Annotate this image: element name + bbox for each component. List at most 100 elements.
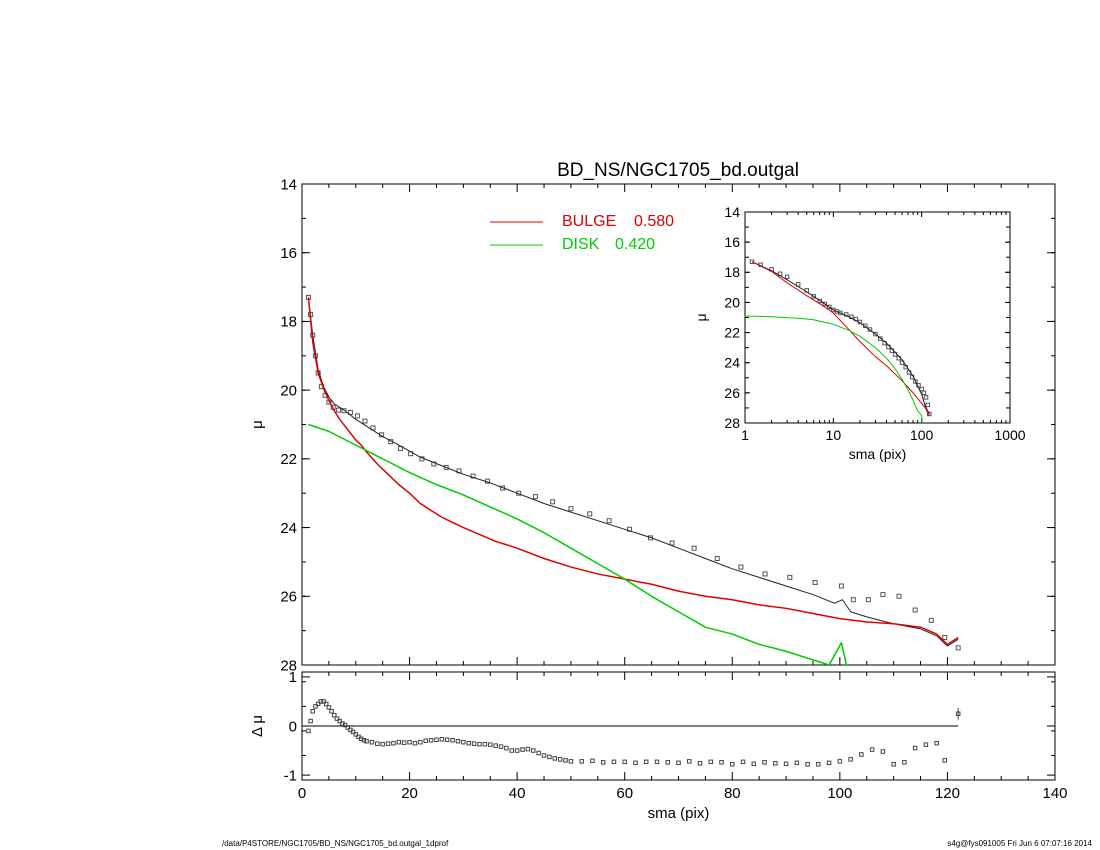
residual-residual-point <box>461 739 466 745</box>
residual-residual-point <box>762 760 767 765</box>
residual-residual-point <box>859 752 864 757</box>
main-data-point <box>568 506 574 512</box>
main-data-point <box>738 564 744 570</box>
residual-residual-point <box>730 762 735 767</box>
main-plot: 14 16 18 20 22 24 26 28 μ <box>249 176 1056 674</box>
residual-residual-point <box>633 760 638 766</box>
residual-residual-point <box>687 759 692 764</box>
residual-residual-point <box>579 759 584 764</box>
legend: BULGE 0.580 DISK 0.420 <box>490 213 674 253</box>
residual-residual-point <box>313 704 318 709</box>
main-data-point <box>587 511 593 517</box>
main-data-point <box>850 597 856 603</box>
residual-residual-point <box>869 747 875 752</box>
residual-residual-point <box>434 737 439 742</box>
main-disk-line <box>308 423 848 665</box>
main-title: BD_NS/NGC1705_bd.outgal <box>557 160 799 181</box>
residual-residual-point <box>345 725 350 730</box>
main-data-point <box>714 555 720 561</box>
legend-bulge-value: 0.580 <box>634 213 674 230</box>
residual-residual-point <box>318 699 324 704</box>
inset-data-point <box>921 390 927 396</box>
inset-data-point <box>749 259 755 264</box>
residual-residual-point <box>520 747 525 752</box>
residual-residual-point <box>622 759 627 765</box>
inset-data-point <box>784 274 790 280</box>
main-y-tick-label: 28 <box>280 657 297 674</box>
residual-residual-point <box>902 760 907 765</box>
main-y-tick-label: 22 <box>280 451 297 468</box>
residual-residual-point <box>590 758 595 764</box>
residual-residual-point <box>708 759 714 765</box>
main-y-tick-label: 14 <box>280 176 297 193</box>
residual-residual-point <box>719 760 724 765</box>
inset-y-tick-label: 26 <box>724 385 740 401</box>
inset-y-axis-label: μ <box>693 313 709 321</box>
residual-residual-point <box>880 749 886 754</box>
inset-x-tick-label: 100 <box>910 427 934 443</box>
inset-data-point <box>817 298 822 304</box>
inset-data-point <box>878 336 883 341</box>
residual-residual-point <box>369 739 375 745</box>
residual-residual-point <box>332 712 337 718</box>
residual-x-axis-label: sma (pix) <box>648 805 710 822</box>
main-y-axis-label: μ <box>249 420 266 429</box>
residual-residual-point <box>353 732 359 737</box>
residual-x-tick-label: 80 <box>724 785 741 802</box>
inset-data-point <box>867 327 873 332</box>
residual-residual-point <box>471 741 477 746</box>
inset-y-tick-label: 24 <box>724 355 740 371</box>
residual-residual-point <box>450 737 455 743</box>
residual-residual-point <box>380 741 385 747</box>
main-data-point <box>955 645 961 651</box>
footer-right: s4g@fys091005 Fri Jun 6 07:07:16 2014 <box>947 839 1092 848</box>
residual-residual-point <box>329 709 334 714</box>
main-data-point <box>762 571 768 577</box>
footer-left: /data/P4STORE/NGC1705/BD_NS/NGC1705_bd.o… <box>222 839 449 848</box>
main-data-point <box>787 574 793 580</box>
inset-y-tick-label: 22 <box>724 324 740 340</box>
residual-residual-point <box>525 746 531 752</box>
residual-residual-point <box>536 750 541 756</box>
inset-data-point <box>873 331 878 337</box>
main-y-tick-label: 24 <box>280 520 297 537</box>
residual-series-area <box>306 699 961 767</box>
residual-residual-point <box>563 758 568 763</box>
inset-data-point <box>811 294 816 299</box>
residual-residual-point <box>611 759 617 765</box>
residual-residual-point <box>912 745 918 751</box>
residual-residual-point <box>751 761 757 767</box>
residual-residual-point <box>310 709 316 714</box>
residual-residual-point <box>934 740 939 746</box>
residual-residual-point <box>385 741 391 746</box>
main-data-point <box>362 418 368 424</box>
residual-residual-point <box>783 761 789 767</box>
residual-residual-point <box>509 748 515 753</box>
residual-x-tick-label: 20 <box>401 785 418 802</box>
residual-residual-point <box>455 738 461 744</box>
main-data-point <box>928 617 934 623</box>
main-data-point <box>341 408 347 414</box>
residual-residual-point <box>493 743 498 748</box>
residual-residual-point <box>439 737 445 742</box>
inset-y-tick-label: 18 <box>724 264 740 280</box>
residual-residual-point <box>337 718 342 724</box>
residual-residual-point <box>488 742 493 747</box>
main-data-point <box>942 635 948 641</box>
residual-residual-point <box>334 716 340 721</box>
residual-residual-point <box>342 722 348 728</box>
inset-x-tick-label: 1 <box>741 427 749 443</box>
residual-residual-point <box>942 758 947 763</box>
residual-residual-point <box>504 745 509 751</box>
main-series-area <box>305 294 961 665</box>
residual-residual-point <box>826 760 832 766</box>
main-data-point <box>336 407 342 413</box>
main-data-point <box>470 473 476 479</box>
main-data-point <box>912 607 918 613</box>
main-data-point <box>354 413 360 419</box>
residual-residual-point <box>794 760 800 766</box>
residual-residual-point <box>396 739 402 745</box>
residual-residual-point <box>477 741 482 747</box>
main-data-point <box>443 464 449 470</box>
